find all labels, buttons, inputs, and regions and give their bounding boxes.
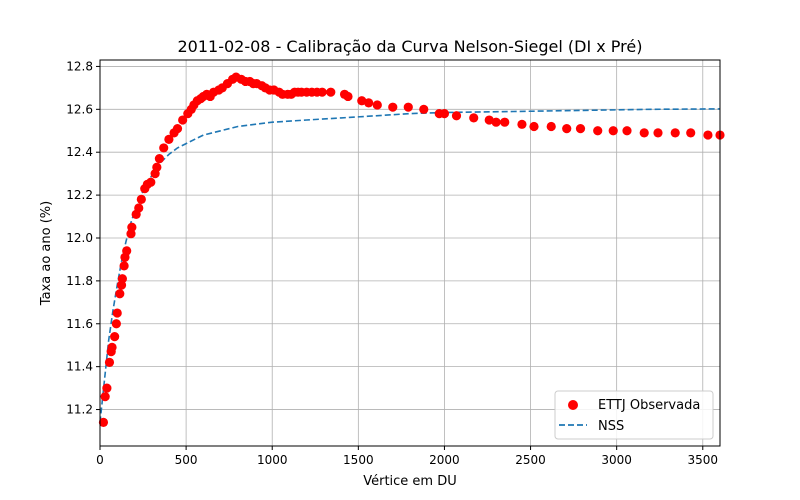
- legend-label-nss: NSS: [598, 419, 624, 434]
- observed-point: [622, 126, 632, 136]
- observed-point: [134, 203, 144, 213]
- observed-point: [653, 128, 663, 138]
- legend-marker-observed: [568, 400, 578, 410]
- x-axis-label: Vértice em DU: [363, 474, 457, 489]
- observed-point: [110, 332, 120, 342]
- observed-point: [317, 87, 327, 97]
- observed-series: [98, 72, 725, 428]
- observed-point: [326, 87, 336, 97]
- y-tick-label: 11.2: [66, 403, 93, 417]
- x-tick-label: 500: [175, 453, 198, 467]
- y-tick-label: 11.4: [66, 360, 93, 374]
- observed-point: [107, 342, 117, 352]
- y-axis-label: Taxa ao ano (%): [39, 201, 54, 306]
- y-tick-label: 12.0: [66, 231, 93, 245]
- observed-point: [154, 154, 165, 164]
- nss-series: [99, 108, 721, 423]
- observed-point: [608, 126, 618, 136]
- x-tick-label: 2000: [429, 453, 460, 467]
- observed-point: [403, 102, 413, 112]
- observed-point: [703, 130, 713, 140]
- observed-point: [122, 246, 132, 256]
- observed-point: [686, 128, 696, 138]
- x-tick-label: 2500: [515, 453, 546, 467]
- observed-point: [115, 289, 125, 299]
- grid: [99, 60, 720, 446]
- observed-point: [343, 91, 353, 102]
- observed-point: [111, 319, 121, 329]
- x-tick-label: 3000: [601, 453, 632, 467]
- legend: ETTJ Observada NSS: [554, 390, 714, 440]
- observed-point: [575, 124, 586, 134]
- observed-point: [117, 274, 127, 284]
- observed-point: [159, 143, 169, 153]
- observed-point: [152, 162, 162, 172]
- chart-title: 2011-02-08 - Calibração da Curva Nelson-…: [178, 37, 643, 56]
- observed-point: [529, 121, 539, 132]
- observed-point: [100, 392, 110, 402]
- observed-point: [562, 124, 572, 134]
- observed-point: [164, 134, 174, 144]
- x-tick-label: 3500: [688, 453, 719, 467]
- observed-point: [500, 117, 510, 127]
- y-axis: 11.2 11.4 11.6 11.8 12.0 12.2 12.4 12.6 12.8: [66, 59, 100, 417]
- observed-point: [98, 417, 109, 428]
- y-tick-label: 11.8: [66, 274, 93, 288]
- observed-point: [419, 104, 429, 114]
- y-tick-label: 12.8: [66, 59, 93, 73]
- observed-point: [451, 111, 462, 121]
- observed-point: [372, 100, 382, 110]
- legend-label-observed: ETTJ Observada: [598, 398, 700, 413]
- x-axis: 0 500 1000 1500 2000 2500 3000 3500: [96, 446, 718, 467]
- observed-point: [491, 117, 501, 127]
- observed-point: [102, 383, 112, 393]
- x-tick-label: 1000: [257, 453, 288, 467]
- observed-point: [639, 128, 649, 138]
- legend-box: [554, 390, 714, 440]
- observed-point: [593, 126, 603, 136]
- y-tick-label: 12.4: [66, 145, 93, 159]
- observed-point: [178, 115, 188, 125]
- observed-point: [136, 194, 146, 204]
- y-tick-label: 12.6: [66, 102, 93, 116]
- nss-line: [99, 108, 721, 423]
- y-tick-label: 12.2: [66, 188, 93, 202]
- y-tick-label: 11.6: [66, 317, 93, 331]
- observed-point: [388, 102, 398, 112]
- observed-point: [517, 119, 527, 129]
- observed-point: [104, 357, 115, 367]
- observed-point: [112, 308, 122, 318]
- x-tick-label: 1500: [343, 453, 374, 467]
- observed-point: [546, 121, 556, 132]
- observed-point: [119, 261, 129, 271]
- observed-point: [146, 177, 156, 187]
- x-tick-label: 0: [96, 453, 104, 467]
- observed-point: [364, 98, 374, 108]
- observed-point: [670, 128, 680, 138]
- plot-frame: [99, 59, 721, 447]
- observed-point: [469, 113, 479, 123]
- observed-point: [439, 109, 450, 119]
- observed-point: [127, 222, 137, 232]
- observed-point: [172, 124, 183, 134]
